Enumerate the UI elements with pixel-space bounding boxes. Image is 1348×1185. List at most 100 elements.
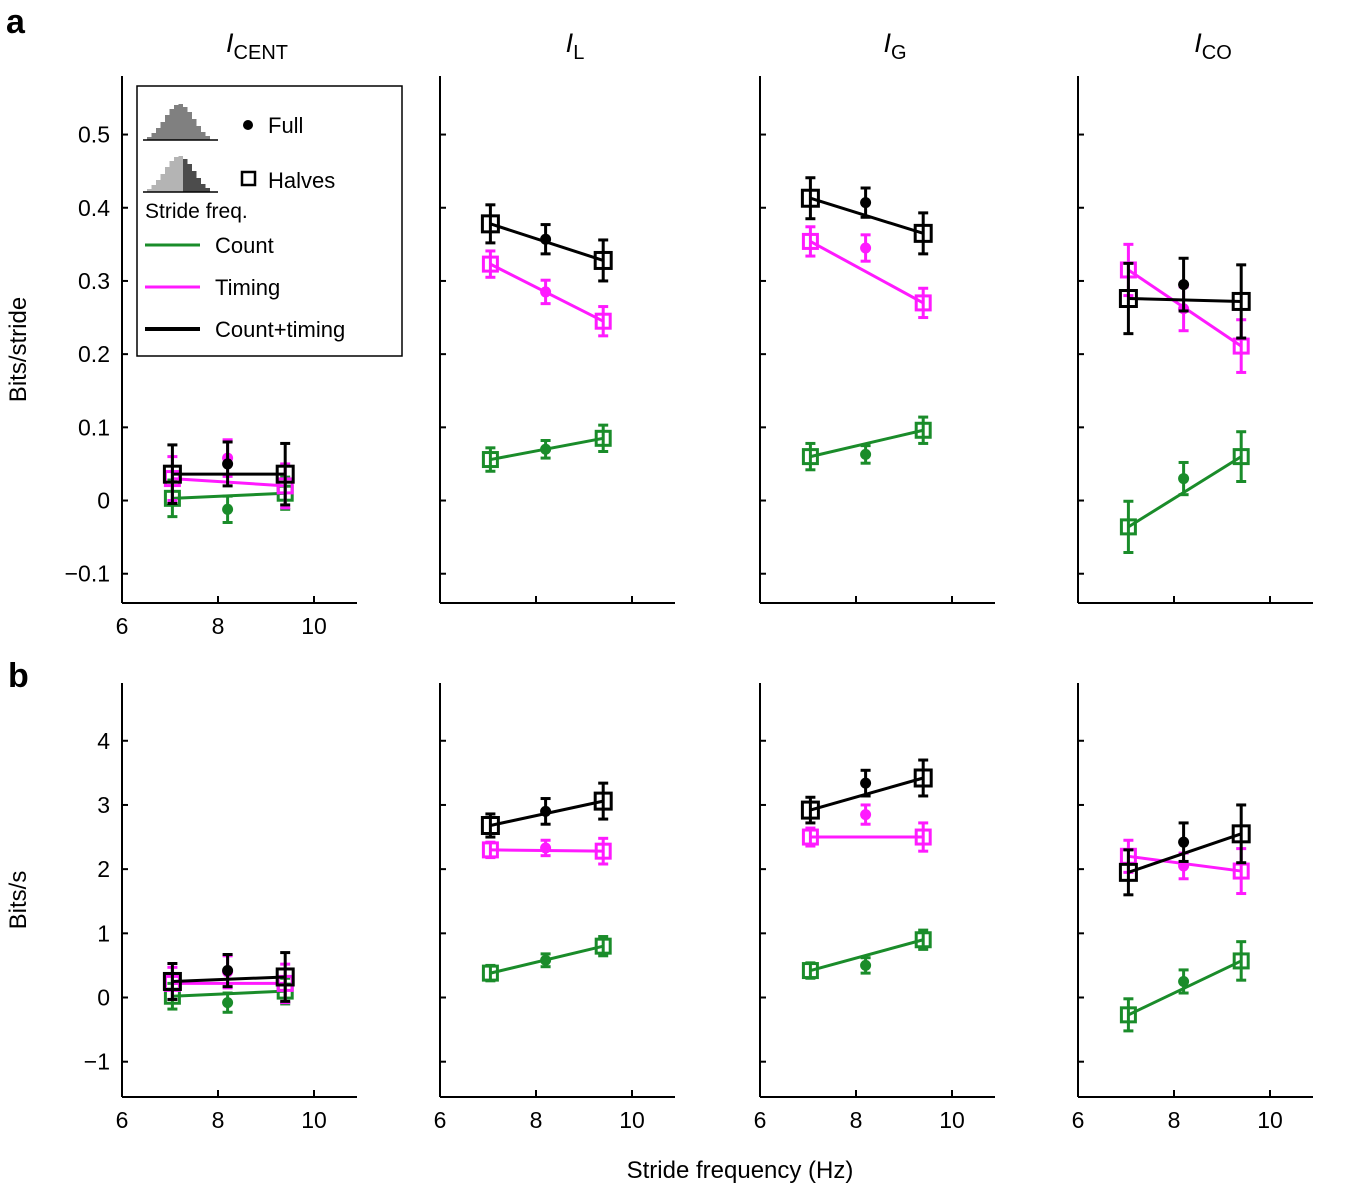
histogram-bar	[174, 105, 179, 140]
full-point	[860, 197, 872, 209]
histogram-bar	[151, 185, 156, 192]
histogram-bar	[151, 133, 156, 140]
y-tick-label: 0	[97, 985, 110, 1011]
legend-halves-label: Halves	[268, 168, 335, 193]
histogram-bar	[174, 157, 179, 192]
histogram-bar	[165, 115, 170, 140]
histogram-bar	[147, 189, 152, 192]
halves-point	[801, 232, 819, 250]
panel-label-b: b	[8, 657, 29, 695]
series-count-timing	[480, 203, 613, 283]
halves-point	[594, 429, 612, 447]
halves-point	[913, 768, 933, 788]
panel-a-g: IG	[759, 28, 995, 604]
full-point	[1178, 473, 1190, 485]
full-point	[222, 458, 234, 470]
x-tick-label: 8	[1168, 1107, 1181, 1133]
x-tick-label: 10	[301, 613, 327, 639]
histogram-bar	[187, 112, 192, 140]
series-count-timing	[162, 951, 295, 1003]
histogram-bar	[201, 184, 206, 192]
y-tick-label: 4	[97, 728, 110, 754]
halves-point	[481, 451, 499, 469]
panel-a-co: ICO	[1077, 28, 1313, 604]
y-axis-label: Bits/stride	[5, 297, 32, 402]
halves-point	[275, 464, 295, 484]
y-tick-label: 0.5	[78, 122, 110, 148]
histogram-bar	[196, 126, 201, 140]
histogram-bar	[192, 171, 197, 192]
histogram-bar	[156, 180, 161, 192]
halves-point	[1118, 289, 1138, 309]
halves-point	[1232, 952, 1250, 970]
full-point	[1178, 836, 1190, 848]
full-point	[222, 965, 234, 977]
series-count	[1119, 940, 1250, 1033]
full-point	[540, 443, 552, 455]
halves-point	[481, 841, 499, 859]
histogram-bar	[201, 132, 206, 140]
series-timing	[801, 225, 932, 320]
halves-point	[914, 931, 932, 949]
y-tick-label: 0	[97, 488, 110, 514]
histogram-bar	[192, 119, 197, 140]
halves-point	[1119, 1006, 1137, 1024]
panel-title: IG	[883, 28, 906, 64]
full-point	[860, 959, 872, 971]
legend-count-timing-label: Count+timing	[215, 317, 345, 342]
full-point	[860, 448, 872, 460]
series-timing	[801, 803, 932, 853]
halves-point	[914, 294, 932, 312]
x-tick-label: 8	[212, 613, 225, 639]
series-count-timing	[162, 440, 295, 507]
legend-halves-marker	[240, 170, 257, 187]
y-tick-label: 0.4	[78, 195, 110, 221]
halves-point	[481, 255, 499, 273]
histogram-bar	[178, 104, 183, 140]
series-count-timing	[480, 781, 613, 839]
halves-point	[481, 964, 499, 982]
panel-title: IL	[566, 28, 585, 64]
y-tick-label: 1	[97, 920, 110, 946]
halves-point	[800, 800, 820, 820]
x-tick-label: 6	[434, 1107, 447, 1133]
panel-label-a: a	[6, 3, 26, 41]
full-point	[540, 954, 552, 966]
x-tick-label: 8	[530, 1107, 543, 1133]
full-point	[540, 286, 552, 298]
halves-point	[594, 312, 612, 330]
full-point	[860, 809, 872, 821]
histogram-bar	[205, 188, 210, 192]
histogram-bar	[147, 137, 152, 140]
y-tick-label: 0.3	[78, 268, 110, 294]
histogram-bar	[160, 122, 165, 140]
halves-point	[800, 188, 820, 208]
halves-point	[594, 842, 612, 860]
halves-point	[162, 971, 182, 991]
histogram-bar	[196, 178, 201, 192]
halves-point	[162, 464, 182, 484]
full-point	[222, 503, 234, 515]
series-count-timing	[800, 176, 933, 256]
legend-count-label: Count	[215, 233, 274, 258]
halves-point	[1231, 824, 1251, 844]
series-count-timing	[800, 758, 933, 825]
x-tick-label: 10	[619, 1107, 645, 1133]
panel-a-cent: −0.1 0 0.1 0.2 0.3 0.4 0.5 6 8 10 ICENT Bits/stride	[5, 28, 357, 639]
legend-full-marker	[243, 120, 253, 130]
y-tick-label: 0.2	[78, 341, 110, 367]
halves-point	[275, 967, 295, 987]
halves-point	[593, 250, 613, 270]
fit-line	[810, 938, 924, 973]
halves-point	[480, 214, 500, 234]
series-count	[801, 415, 932, 472]
y-axis-label: Bits/s	[5, 871, 32, 930]
full-point	[540, 842, 552, 854]
halves-point	[801, 448, 819, 466]
full-point	[1178, 975, 1190, 987]
x-tick-label: 6	[116, 613, 129, 639]
full-point	[860, 242, 872, 254]
halves-point	[480, 815, 500, 835]
x-tick-label: 8	[212, 1107, 225, 1133]
